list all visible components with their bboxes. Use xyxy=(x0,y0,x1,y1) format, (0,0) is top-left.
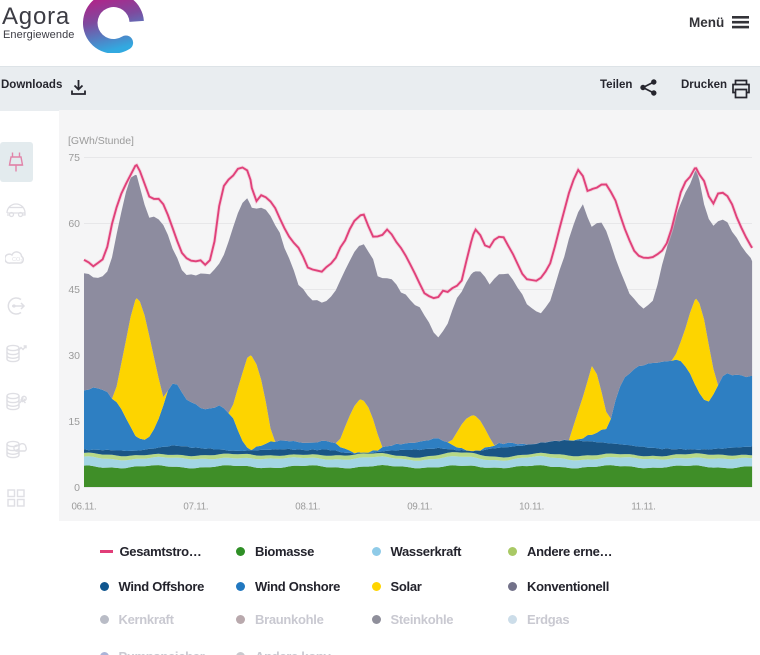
svg-text:11.11.: 11.11. xyxy=(631,502,655,513)
svg-text:75: 75 xyxy=(68,152,80,164)
svg-text:08.11.: 08.11. xyxy=(295,502,320,513)
svg-text:60: 60 xyxy=(68,218,80,230)
svg-text:09.11.: 09.11. xyxy=(407,502,432,513)
svg-text:10.11.: 10.11. xyxy=(519,502,544,513)
svg-text:15: 15 xyxy=(68,416,80,428)
svg-text:[GWh/Stunde]: [GWh/Stunde] xyxy=(68,135,134,147)
svg-text:0: 0 xyxy=(74,482,80,494)
svg-text:07.11.: 07.11. xyxy=(183,502,208,513)
svg-text:30: 30 xyxy=(68,350,80,362)
svg-text:06.11.: 06.11. xyxy=(71,502,96,513)
svg-text:45: 45 xyxy=(68,284,80,296)
svg-text:CO₂: CO₂ xyxy=(12,257,22,263)
